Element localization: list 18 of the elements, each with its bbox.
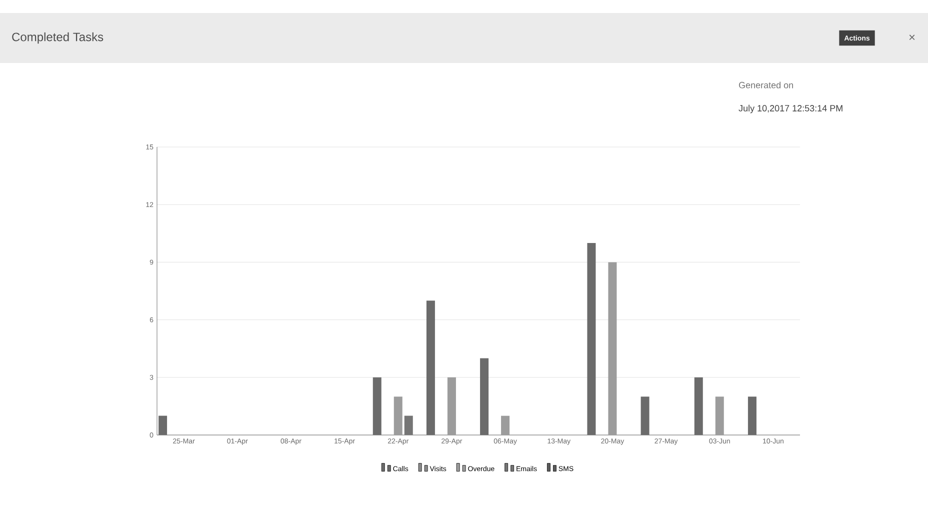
bar [715,396,724,435]
bar [587,243,596,435]
bar [372,377,382,435]
bar [608,262,617,435]
bar [640,396,650,435]
bar [480,358,489,435]
text: Generated on [738,82,793,88]
text: July 10,2017 12:53:14 PM [738,104,842,114]
bar [426,300,435,435]
text: × [909,34,915,40]
bar [694,377,703,435]
bar [748,396,756,435]
bar [501,416,510,435]
bar [158,416,168,435]
bar [404,416,413,435]
bar [447,377,456,435]
text: Completed Tasks [12,32,104,44]
bar [394,396,402,435]
